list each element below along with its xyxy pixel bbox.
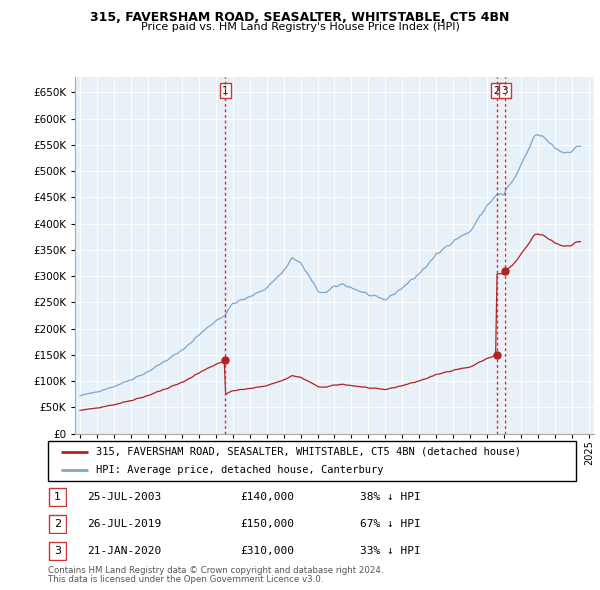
Text: This data is licensed under the Open Government Licence v3.0.: This data is licensed under the Open Gov… (48, 575, 323, 584)
Text: 67% ↓ HPI: 67% ↓ HPI (360, 519, 421, 529)
Text: HPI: Average price, detached house, Canterbury: HPI: Average price, detached house, Cant… (95, 465, 383, 475)
Text: Price paid vs. HM Land Registry's House Price Index (HPI): Price paid vs. HM Land Registry's House … (140, 22, 460, 32)
Text: 25-JUL-2003: 25-JUL-2003 (87, 492, 161, 502)
Text: 38% ↓ HPI: 38% ↓ HPI (360, 492, 421, 502)
Text: 1: 1 (222, 86, 229, 96)
Text: Contains HM Land Registry data © Crown copyright and database right 2024.: Contains HM Land Registry data © Crown c… (48, 566, 383, 575)
Text: 21-JAN-2020: 21-JAN-2020 (87, 546, 161, 556)
Text: 315, FAVERSHAM ROAD, SEASALTER, WHITSTABLE, CT5 4BN: 315, FAVERSHAM ROAD, SEASALTER, WHITSTAB… (91, 11, 509, 24)
Text: £150,000: £150,000 (240, 519, 294, 529)
Text: 315, FAVERSHAM ROAD, SEASALTER, WHITSTABLE, CT5 4BN (detached house): 315, FAVERSHAM ROAD, SEASALTER, WHITSTAB… (95, 447, 521, 457)
Text: £140,000: £140,000 (240, 492, 294, 502)
Text: £310,000: £310,000 (240, 546, 294, 556)
Text: 1: 1 (54, 492, 61, 502)
Text: 3: 3 (502, 86, 508, 96)
Text: 26-JUL-2019: 26-JUL-2019 (87, 519, 161, 529)
Text: 3: 3 (54, 546, 61, 556)
Text: 2: 2 (494, 86, 500, 96)
Text: 33% ↓ HPI: 33% ↓ HPI (360, 546, 421, 556)
Text: 2: 2 (54, 519, 61, 529)
